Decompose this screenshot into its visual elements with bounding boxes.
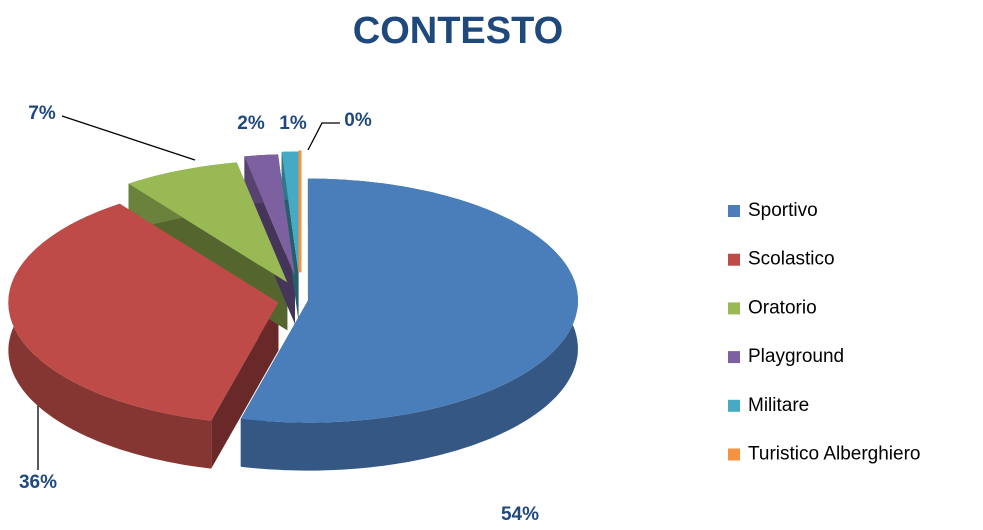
data-label: 0% [344, 110, 372, 131]
legend-swatch [728, 351, 740, 364]
legend-swatch [728, 253, 740, 266]
data-label: 1% [279, 113, 307, 134]
pie-slice [128, 162, 288, 283]
data-label: 7% [28, 103, 56, 124]
legend: Sportivo Scolastico Oratorio Playground Mili… [728, 200, 920, 465]
legend-label: Playground [748, 346, 844, 367]
legend-label: Militare [748, 395, 809, 416]
leader-line [307, 122, 340, 151]
legend-swatch [728, 448, 740, 461]
labels: 54% 36% 7% 2% 1% 0% [19, 103, 539, 525]
legend-swatch [728, 205, 740, 217]
pie-slice [244, 154, 295, 277]
pie-tops [8, 150, 578, 423]
pie-slice [8, 203, 279, 421]
pie-slice [240, 178, 578, 423]
pie-slice [281, 151, 299, 274]
data-label: 36% [19, 472, 57, 493]
data-label: 2% [237, 113, 265, 134]
legend-swatch [728, 399, 740, 412]
slice-side [211, 302, 279, 469]
data-label: 54% [501, 504, 539, 525]
legend-label: Sportivo [748, 200, 818, 221]
legend-label: Scolastico [748, 249, 835, 270]
legend-label: Turistico Alberghiero [748, 444, 920, 465]
chart-title: CONTESTO [353, 10, 563, 52]
leader-line [61, 115, 196, 161]
legend-swatch [728, 302, 740, 315]
legend-label: Oratorio [748, 297, 817, 318]
